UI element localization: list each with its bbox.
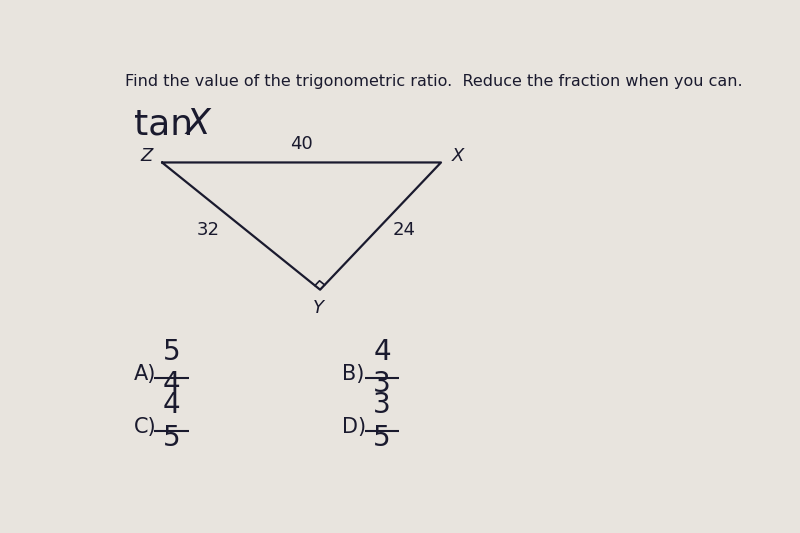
Text: X: X [186, 107, 210, 141]
Text: 5: 5 [162, 424, 180, 452]
Text: B): B) [342, 364, 364, 384]
Text: 5: 5 [374, 424, 391, 452]
Text: 40: 40 [290, 135, 313, 153]
Text: 3: 3 [374, 370, 391, 399]
Text: C): C) [134, 417, 157, 437]
Text: X: X [452, 147, 465, 165]
Text: 24: 24 [392, 221, 415, 239]
Text: 4: 4 [162, 391, 180, 419]
Text: D): D) [342, 417, 366, 437]
Text: Z: Z [140, 147, 153, 165]
Text: 4: 4 [374, 337, 391, 366]
Text: 3: 3 [374, 391, 391, 419]
Text: 4: 4 [162, 370, 180, 399]
Text: Y: Y [313, 299, 324, 317]
Text: 32: 32 [197, 221, 220, 239]
Text: A): A) [134, 364, 157, 384]
Text: Find the value of the trigonometric ratio.  Reduce the fraction when you can.: Find the value of the trigonometric rati… [125, 74, 742, 89]
Text: tan: tan [134, 107, 205, 141]
Text: 5: 5 [162, 337, 180, 366]
